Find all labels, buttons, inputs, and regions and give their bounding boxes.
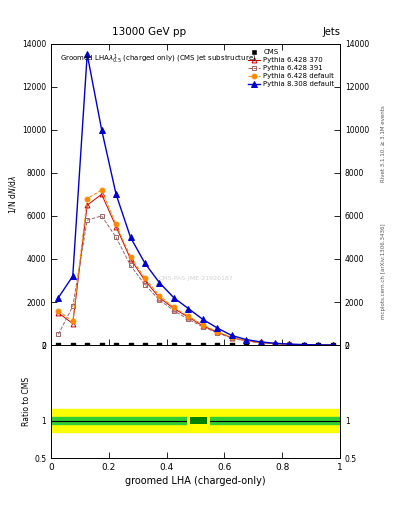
Point bbox=[55, 341, 61, 349]
Text: 13000 GeV pp: 13000 GeV pp bbox=[112, 27, 186, 37]
Point bbox=[200, 341, 206, 349]
Point bbox=[185, 341, 191, 349]
Bar bbox=[51, 409, 340, 432]
Point bbox=[243, 341, 249, 349]
Point bbox=[113, 341, 119, 349]
Point bbox=[127, 341, 134, 349]
Text: Rivet 3.1.10, ≥ 3.1M events: Rivet 3.1.10, ≥ 3.1M events bbox=[381, 105, 386, 182]
Point bbox=[171, 341, 177, 349]
Bar bbox=[190, 417, 207, 424]
Y-axis label: Ratio to CMS: Ratio to CMS bbox=[22, 377, 31, 426]
Point bbox=[315, 341, 321, 349]
Text: CMS-PAS-JME-21920187: CMS-PAS-JME-21920187 bbox=[158, 276, 233, 281]
Point bbox=[84, 341, 90, 349]
Point bbox=[330, 341, 336, 349]
Point bbox=[301, 341, 307, 349]
Point bbox=[99, 341, 105, 349]
Point bbox=[257, 341, 264, 349]
Bar bbox=[187, 409, 210, 432]
Y-axis label: 1/N $\mathrm{d}N/\mathrm{d}\lambda$: 1/N $\mathrm{d}N/\mathrm{d}\lambda$ bbox=[7, 175, 18, 214]
Point bbox=[272, 341, 278, 349]
Legend: CMS, Pythia 6.428 370, Pythia 6.428 391, Pythia 6.428 default, Pythia 8.308 defa: CMS, Pythia 6.428 370, Pythia 6.428 391,… bbox=[246, 47, 336, 90]
Point bbox=[214, 341, 220, 349]
Bar bbox=[51, 417, 340, 424]
X-axis label: groomed LHA (charged-only): groomed LHA (charged-only) bbox=[125, 476, 266, 486]
Text: mcplots.cern.ch [arXiv:1306.3436]: mcplots.cern.ch [arXiv:1306.3436] bbox=[381, 224, 386, 319]
Point bbox=[286, 341, 292, 349]
Point bbox=[70, 341, 76, 349]
Point bbox=[228, 341, 235, 349]
Text: Groomed LHA$\lambda^{1}_{0.5}$ (charged only) (CMS jet substructure): Groomed LHA$\lambda^{1}_{0.5}$ (charged … bbox=[60, 53, 256, 66]
Point bbox=[142, 341, 148, 349]
Point bbox=[156, 341, 163, 349]
Text: Jets: Jets bbox=[322, 27, 340, 37]
